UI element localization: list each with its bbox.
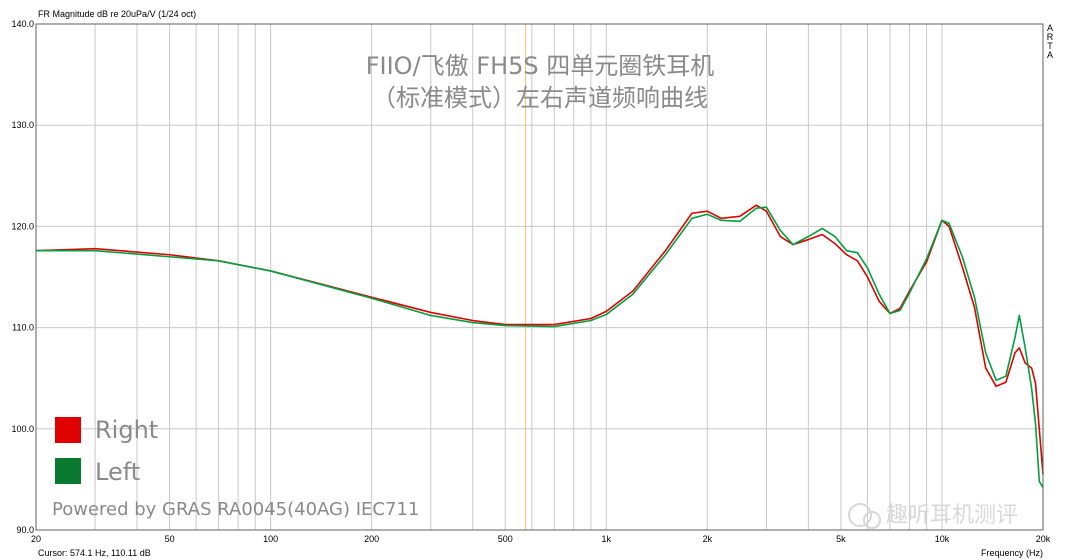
arta-letter-1: A [1047, 23, 1053, 33]
watermark-chat-icon-small [863, 511, 881, 529]
x-tick-label: 100 [263, 534, 278, 544]
plot-frame [35, 23, 1044, 531]
x-tick-label: 500 [498, 534, 513, 544]
y-tick-label: 90.0 [16, 525, 34, 535]
x-tick-label: 20 [31, 534, 41, 544]
x-axis-label: Frequency (Hz) [981, 548, 1043, 558]
y-tick-label: 100.0 [11, 424, 34, 434]
arta-letter-3: T [1047, 41, 1053, 51]
arta-letter-2: R [1047, 32, 1054, 42]
watermark: 趣听耳机测评 [848, 503, 1018, 529]
x-tick-label: 50 [165, 534, 175, 544]
arta-letter-4: A [1047, 50, 1053, 60]
y-axis-label: FR Magnitude dB re 20uPa/V (1/24 oct) [38, 9, 196, 19]
y-tick-label: 120.0 [11, 221, 34, 231]
x-tick-label: 20k [1036, 534, 1051, 544]
y-tick-label: 110.0 [12, 323, 34, 333]
ticks-layer: 20 50 100 200 500 1k 2k 5k 10k 20k 90.0 100.0 110.0 1… [11, 19, 1050, 544]
series-line-left [36, 206, 1044, 488]
x-tick-label: 5k [836, 534, 846, 544]
x-tick-label: 1k [602, 534, 612, 544]
watermark-chat-icon [848, 503, 872, 527]
grid-layer [35, 23, 1044, 531]
chart-title: FIIO/飞傲 FH5S 四单元圈铁耳机 [366, 52, 715, 80]
x-tick-label: 10k [935, 534, 950, 544]
legend: Right Left [55, 416, 158, 486]
series-line-right [35, 204, 1044, 475]
y-tick-label: 130.0 [11, 120, 34, 130]
x-tick-label: 200 [364, 534, 379, 544]
powered-by-note: Powered by GRAS RA0045(40AG) IEC711 [52, 499, 419, 520]
legend-swatch-left [55, 458, 81, 484]
y-tick-label: 140.0 [11, 19, 34, 29]
x-tick-label: 2k [703, 534, 713, 544]
legend-swatch-right [55, 417, 81, 443]
cursor-readout: Cursor: 574.1 Hz, 110.11 dB [38, 548, 151, 558]
watermark-text: 趣听耳机测评 [886, 503, 1018, 528]
chart-subtitle: （标准模式）左右声道频响曲线 [372, 84, 708, 112]
legend-label-right: Right [95, 416, 158, 444]
series-layer [35, 204, 1044, 488]
legend-label-left: Left [95, 458, 140, 486]
